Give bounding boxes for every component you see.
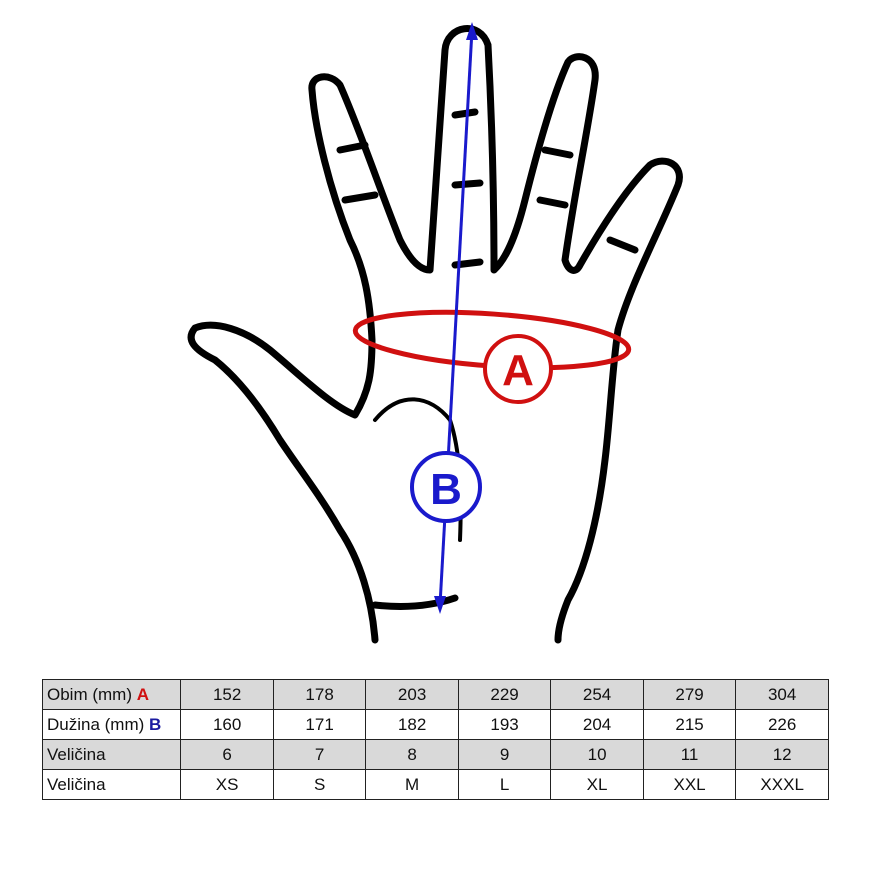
size-table: Obim (mm) A 152 178 203 229 254 279 304 … xyxy=(41,679,829,800)
table-row-length: Dužina (mm) B 160 171 182 193 204 215 22… xyxy=(41,709,829,740)
circumference-a-marker: A xyxy=(352,309,632,404)
row-label: Obim (mm) A xyxy=(41,679,182,710)
marker-a-label: A xyxy=(502,346,534,395)
cell: 178 xyxy=(272,679,367,710)
cell: XXL xyxy=(642,769,737,800)
label-text: Dužina (mm) xyxy=(47,714,145,734)
cell: L xyxy=(457,769,552,800)
label-text: Obim (mm) xyxy=(47,684,132,704)
row-label: Veličina xyxy=(41,739,182,770)
cell: 160 xyxy=(180,709,274,740)
cell: 9 xyxy=(457,739,552,770)
cell: 304 xyxy=(735,679,829,710)
cell: 254 xyxy=(550,679,644,710)
cell: XS xyxy=(180,769,274,800)
length-b-marker: B xyxy=(410,22,482,614)
cell: 204 xyxy=(550,709,644,740)
cell: XXXL xyxy=(735,769,829,800)
cell: 229 xyxy=(457,679,552,710)
cell: 226 xyxy=(735,709,829,740)
marker-b: B xyxy=(149,714,162,734)
cell: 11 xyxy=(642,739,737,770)
cell: 182 xyxy=(365,709,459,740)
row-label: Veličina xyxy=(41,769,182,800)
cell: 279 xyxy=(642,679,737,710)
row-label: Dužina (mm) B xyxy=(41,709,182,740)
marker-a: A xyxy=(136,684,149,704)
cell: 171 xyxy=(272,709,367,740)
table-row-size-number: Veličina 6 7 8 9 10 11 12 xyxy=(41,739,829,770)
table-row-circumference: Obim (mm) A 152 178 203 229 254 279 304 xyxy=(41,679,829,710)
cell: 7 xyxy=(272,739,367,770)
cell: 6 xyxy=(180,739,274,770)
cell: XL xyxy=(550,769,644,800)
cell: 203 xyxy=(365,679,459,710)
hand-diagram: A B xyxy=(187,22,683,644)
cell: S xyxy=(272,769,367,800)
table-row-size-letter: Veličina XS S M L XL XXL XXXL xyxy=(41,769,829,800)
cell: 8 xyxy=(365,739,459,770)
cell: 193 xyxy=(457,709,552,740)
cell: 152 xyxy=(180,679,274,710)
cell: 215 xyxy=(642,709,737,740)
marker-b-label: B xyxy=(430,465,462,514)
cell: 12 xyxy=(735,739,829,770)
cell: M xyxy=(365,769,459,800)
cell: 10 xyxy=(550,739,644,770)
